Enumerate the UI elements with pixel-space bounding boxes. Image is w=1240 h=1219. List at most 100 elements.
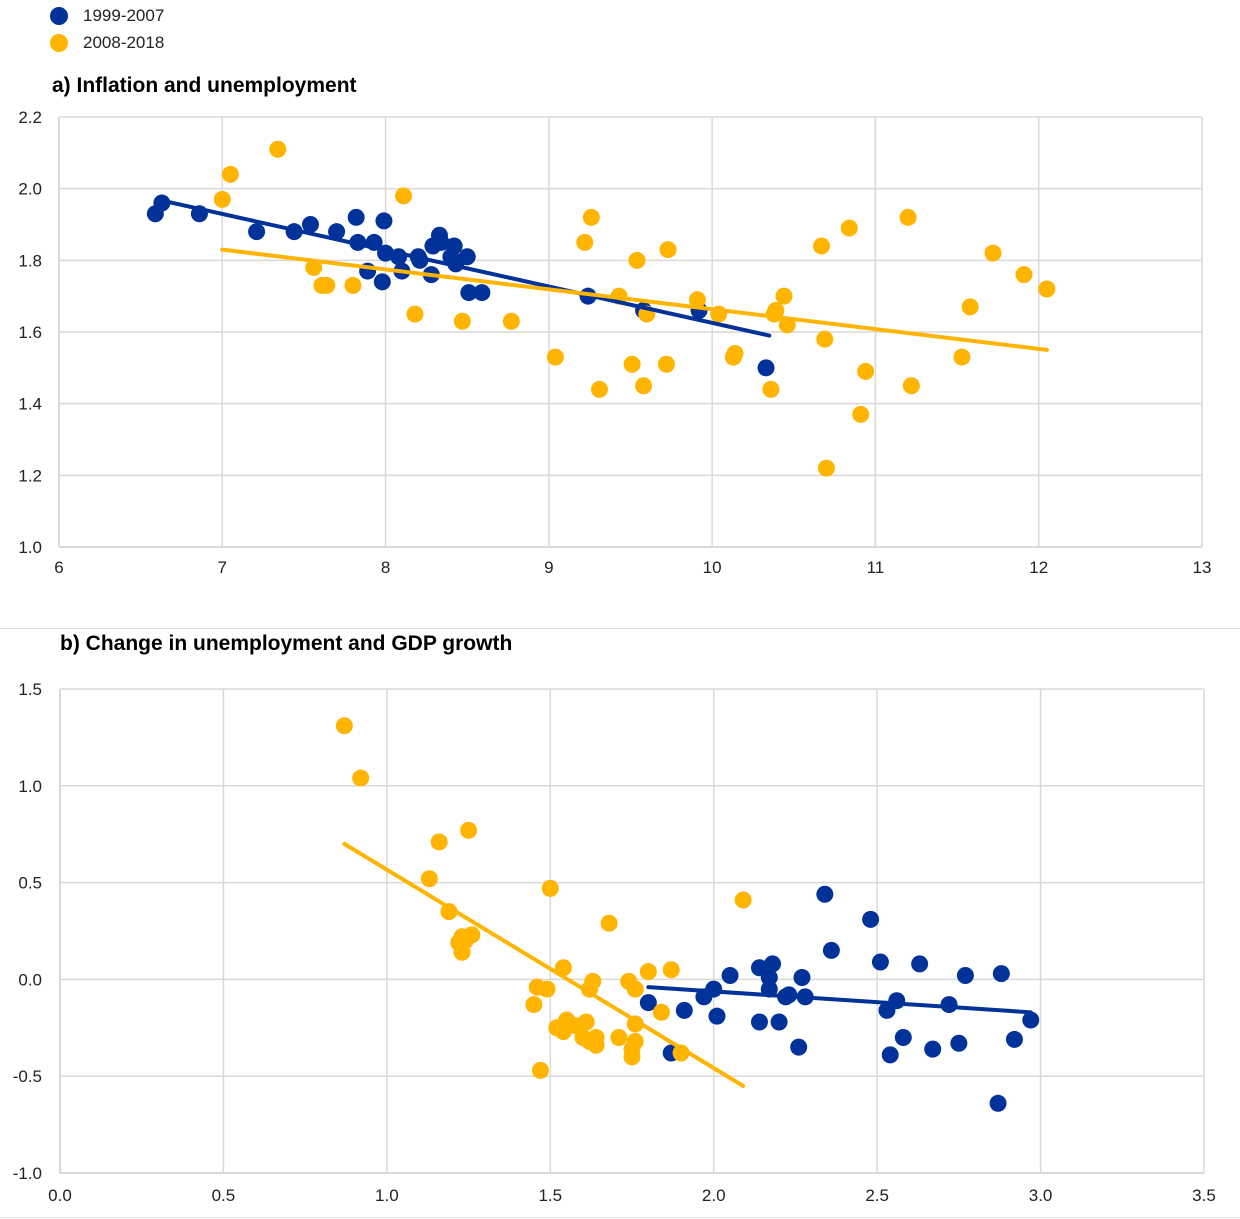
chart-a-point-2008-2018 (213, 190, 231, 208)
chart-b-point-2008-2018 (420, 870, 438, 888)
chart-a-point-1999-2007 (328, 223, 346, 241)
chart-a-point-2008-2018 (657, 355, 675, 373)
chart-b-trendline-1999-2007 (646, 985, 1033, 1015)
chart-a-xtick-label: 11 (867, 558, 885, 577)
chart-b-point-2008-2018 (610, 1028, 628, 1046)
chart-b-point-1999-2007 (721, 967, 739, 985)
chart-b-point-2008-2018 (352, 769, 370, 787)
legend-item-1999-2007: 1999-2007 (50, 2, 164, 29)
chart-a-point-2008-2018 (406, 305, 424, 323)
chart-a-xtick-label: 10 (703, 558, 722, 577)
chart-b-point-1999-2007 (992, 965, 1010, 983)
chart-b-xtick-label: 2.5 (865, 1186, 889, 1205)
chart-b-point-1999-2007 (862, 910, 880, 928)
legend-marker-yellow (50, 33, 68, 52)
chart-a-point-2008-2018 (305, 259, 323, 276)
chart-b-xtick-label: 3.0 (1029, 1186, 1053, 1205)
chart-a-point-2008-2018 (813, 237, 831, 255)
chart-a-point-1999-2007 (347, 208, 365, 226)
chart-b-xtick-label: 3.5 (1192, 1186, 1216, 1205)
chart-a-point-2008-2018 (816, 330, 834, 348)
panel-divider-bottom (0, 1217, 1240, 1218)
chart-b-point-1999-2007 (888, 992, 906, 1010)
chart-a-point-2008-2018 (857, 362, 875, 380)
chart-b-point-2008-2018 (531, 1061, 549, 1079)
chart-a-point-2008-2018 (628, 251, 646, 269)
chart-b-point-1999-2007 (708, 1007, 726, 1025)
chart-b-point-1999-2007 (1022, 1011, 1040, 1029)
chart-b-ytick-label: 0.0 (18, 970, 42, 989)
chart-a-point-2008-2018 (726, 345, 744, 362)
chart-a-xtick-label: 7 (218, 558, 227, 577)
chart-a-point-2008-2018 (502, 312, 520, 330)
chart-a-point-2008-2018 (688, 291, 706, 309)
chart-a-point-2008-2018 (269, 140, 287, 158)
chart-b-ytick-label: 1.5 (18, 680, 42, 699)
chart-a-point-2008-2018 (953, 348, 971, 366)
legend-label: 1999-2007 (83, 5, 165, 25)
chart-a-point-2008-2018 (775, 287, 793, 305)
chart-a-point-2008-2018 (1015, 266, 1033, 284)
legend: 1999-2007 2008-2018 (50, 2, 164, 56)
chart-a-trendline-1999-2007 (154, 197, 772, 338)
chart-a-point-1999-2007 (432, 233, 450, 251)
chart-a-point-1999-2007 (248, 223, 266, 241)
chart-b-point-2008-2018 (577, 1013, 595, 1031)
chart-b-point-1999-2007 (822, 941, 840, 959)
chart-b-point-2008-2018 (626, 980, 644, 998)
chart-a-xtick-label: 12 (1029, 558, 1048, 577)
chart-a-point-2008-2018 (395, 187, 413, 205)
chart-b-point-2008-2018 (430, 833, 448, 851)
chart-a-point-1999-2007 (301, 216, 319, 233)
chart-a-ytick-label: 1.8 (18, 251, 42, 270)
chart-a-point-2008-2018 (582, 208, 600, 226)
chart-b-point-1999-2007 (750, 1013, 768, 1031)
chart-a-point-2008-2018 (221, 165, 239, 183)
chart-a-point-2008-2018 (623, 355, 641, 373)
chart-b-point-1999-2007 (816, 885, 834, 903)
chart-a-ytick-label: 2.2 (18, 108, 42, 127)
chart-b-point-1999-2007 (989, 1094, 1007, 1112)
chart-b-trendline-2008-2018 (342, 841, 746, 1088)
chart-b-point-2008-2018 (600, 914, 618, 932)
chart-b-xtick-label: 2.0 (702, 1186, 726, 1205)
chart-b-point-1999-2007 (894, 1028, 912, 1046)
chart-b-point-1999-2007 (793, 968, 811, 986)
chart-b-point-2008-2018 (587, 1028, 605, 1046)
chart-a-point-2008-2018 (344, 276, 362, 294)
chart-a-title: a) Inflation and unemployment (52, 74, 357, 97)
chart-b-point-1999-2007 (764, 955, 782, 973)
chart-a-point-1999-2007 (458, 248, 476, 266)
chart-b-xtick-label: 0.0 (48, 1186, 72, 1205)
chart-b-xtick-label: 1.0 (375, 1186, 399, 1205)
chart-b-point-2008-2018 (662, 961, 680, 979)
legend-marker-blue (50, 6, 68, 25)
chart-b-point-2008-2018 (525, 996, 543, 1014)
chart-b-point-2008-2018 (734, 891, 752, 909)
legend-item-2008-2018: 2008-2018 (50, 29, 164, 56)
chart-b-point-2008-2018 (440, 903, 458, 921)
chart-a-point-2008-2018 (318, 276, 336, 294)
chart-a-xtick-label: 9 (544, 558, 553, 577)
chart-a-point-2008-2018 (961, 298, 979, 316)
chart-a-point-1999-2007 (460, 284, 478, 302)
chart-b-point-1999-2007 (924, 1040, 942, 1058)
chart-a-point-1999-2007 (375, 212, 393, 230)
chart-b-point-1999-2007 (956, 967, 974, 985)
chart-a-point-2008-2018 (659, 241, 677, 259)
chart-a-point-2008-2018 (899, 208, 917, 226)
chart-b-point-1999-2007 (770, 1013, 788, 1031)
chart-a-point-2008-2018 (635, 377, 653, 395)
chart-b-point-1999-2007 (911, 955, 929, 973)
chart-b-xtick-label: 1.5 (538, 1186, 562, 1205)
chart-b-point-1999-2007 (639, 994, 657, 1012)
chart-a-point-2008-2018 (1038, 280, 1056, 298)
chart-b-point-2008-2018 (335, 717, 353, 735)
chart-b-ytick-label: 1.0 (18, 777, 42, 796)
chart-a-point-2008-2018 (840, 219, 858, 237)
chart-b-point-2008-2018 (652, 1003, 670, 1021)
chart-b-ytick-label: 0.5 (18, 874, 42, 893)
chart-a-point-1999-2007 (445, 237, 463, 255)
chart-b-point-1999-2007 (760, 968, 778, 986)
